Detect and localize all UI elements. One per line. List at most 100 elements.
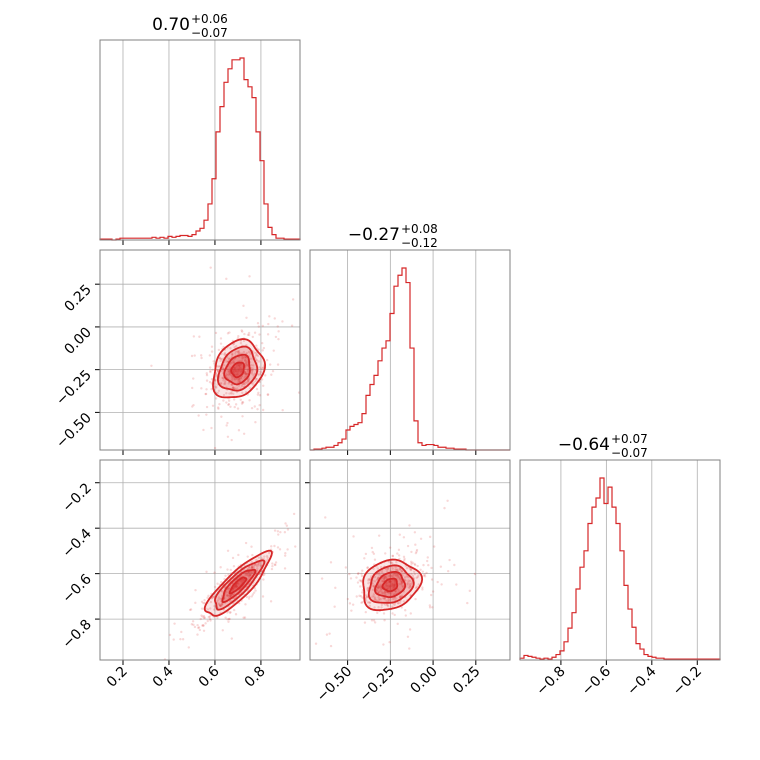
sample-point: [409, 612, 412, 615]
sample-point: [209, 369, 212, 373]
sample-point: [247, 331, 251, 335]
sample-point: [247, 380, 250, 383]
sample-point: [408, 586, 411, 590]
sample-point: [239, 376, 243, 380]
sample-point: [439, 565, 443, 568]
sample-point: [198, 628, 202, 632]
sample-point: [257, 374, 260, 377]
sample-point: [405, 566, 409, 570]
sample-point: [393, 583, 396, 587]
sample-point: [274, 563, 277, 567]
sample-point: [410, 568, 413, 571]
sample-point: [250, 566, 254, 570]
sample-point: [244, 541, 248, 545]
sample-point: [251, 335, 254, 339]
sample-point: [392, 583, 396, 587]
sample-point: [187, 646, 190, 649]
sample-point: [387, 598, 390, 601]
sample-point: [206, 596, 209, 600]
sample-point: [239, 369, 242, 373]
sample-point: [277, 533, 280, 536]
x-tick-label: 0.2: [104, 664, 131, 691]
sample-point: [196, 623, 199, 627]
sample-point: [237, 429, 241, 432]
sample-point: [229, 568, 232, 572]
sample-point: [397, 554, 401, 557]
sample-point: [261, 366, 265, 370]
sample-point: [211, 368, 214, 372]
sample-point: [394, 568, 397, 572]
sample-point: [359, 579, 363, 582]
sample-point: [236, 373, 239, 376]
sample-point: [230, 375, 234, 378]
sample-point: [233, 366, 236, 370]
sample-point: [241, 401, 244, 404]
sample-point: [219, 604, 222, 607]
sample-point: [250, 560, 253, 564]
sample-point: [399, 583, 403, 586]
sample-point: [210, 426, 213, 430]
sample-point: [413, 572, 417, 576]
sample-point: [204, 392, 207, 396]
sample-point: [266, 333, 270, 336]
y-tick-label: −0.2: [59, 480, 94, 515]
sample-point: [385, 584, 388, 588]
sample-point: [404, 579, 407, 582]
sample-point: [243, 332, 246, 336]
contour-level: [223, 353, 251, 386]
sample-point: [402, 585, 405, 589]
sample-point: [388, 573, 392, 576]
sample-point: [421, 588, 424, 591]
sample-point: [266, 393, 269, 396]
sample-point: [344, 566, 348, 569]
sample-point: [409, 585, 412, 588]
sample-point: [230, 374, 233, 377]
sample-point: [375, 599, 378, 602]
sample-point: [210, 350, 214, 353]
sample-point: [229, 347, 232, 350]
sample-point: [209, 600, 213, 604]
sample-point: [377, 571, 380, 575]
sample-point: [283, 531, 287, 534]
sample-point: [448, 558, 451, 562]
sample-point: [406, 544, 410, 548]
sample-point: [274, 335, 278, 339]
sample-point: [414, 551, 418, 555]
sample-point: [238, 366, 241, 369]
sample-point: [267, 322, 270, 326]
sample-point: [234, 584, 237, 588]
sample-point: [232, 368, 235, 371]
sample-point: [391, 562, 394, 565]
sample-point: [230, 383, 234, 386]
sample-point: [361, 569, 364, 572]
sample-point: [239, 377, 242, 380]
sample-point: [192, 377, 195, 380]
sample-point: [398, 577, 402, 580]
sample-point: [376, 611, 379, 615]
sample-point: [252, 565, 256, 568]
sample-point: [206, 619, 209, 623]
panel-title: 0.70 +0.06−0.07: [152, 12, 228, 40]
sample-point: [400, 606, 403, 609]
sample-point: [365, 594, 368, 597]
sample-point: [248, 571, 251, 574]
sample-point: [379, 598, 382, 601]
sample-point: [237, 351, 241, 354]
sample-point: [422, 574, 425, 577]
sample-point: [216, 369, 220, 372]
sample-point: [218, 357, 222, 360]
sample-point: [430, 566, 433, 570]
sample-point: [257, 391, 260, 394]
sample-point: [226, 435, 230, 438]
sample-point: [246, 379, 249, 383]
sample-point: [264, 374, 267, 377]
sample-point: [379, 585, 382, 589]
sample-point: [234, 350, 237, 353]
sample-point: [381, 597, 385, 600]
sample-point: [400, 582, 403, 585]
sample-point: [400, 581, 404, 584]
sample-point: [233, 405, 236, 409]
sample-point: [366, 601, 370, 604]
sample-point: [393, 613, 396, 617]
sample-point: [212, 360, 215, 363]
